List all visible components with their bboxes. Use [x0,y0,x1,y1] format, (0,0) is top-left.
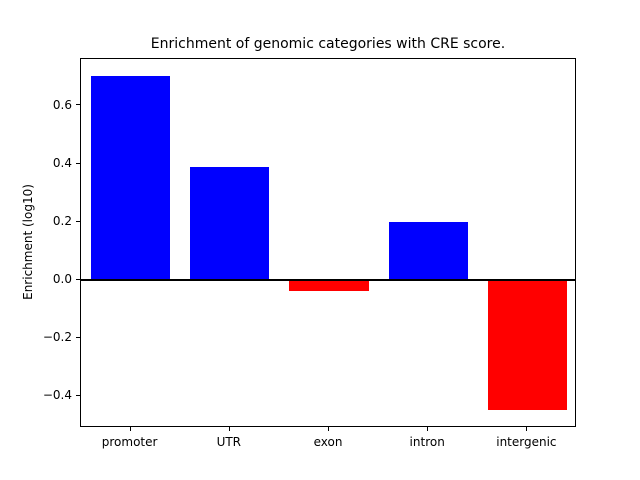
y-tick-mark [76,163,80,164]
x-tick-label-exon: exon [313,435,343,449]
bar-promoter [90,76,171,280]
y-tick-mark [76,279,80,280]
x-tick-label-intergenic: intergenic [496,435,557,449]
y-tick-mark [76,337,80,338]
y-tick-label: −0.4 [42,388,72,402]
y-tick-label: 0.2 [52,213,72,228]
x-tick-label-UTR: UTR [216,435,242,449]
plot-area [80,58,576,427]
y-tick-label: 0.4 [52,155,72,170]
y-tick-label: 0.0 [52,271,72,286]
bars-layer [81,59,575,426]
zero-axis-line [81,279,575,281]
bar-intron [388,221,468,280]
bar-UTR [190,166,270,280]
x-tick-label-promoter: promoter [101,435,158,449]
x-tick-mark [130,427,131,431]
x-tick-label-intron: intron [409,435,445,449]
y-axis-label: Enrichment (log10) [21,184,35,300]
y-tick-label: −0.2 [42,329,72,344]
chart-title: Enrichment of genomic categories with CR… [150,36,506,52]
y-tick-mark [76,395,80,396]
y-tick-label: 0.6 [52,97,72,112]
bar-intergenic [487,279,568,411]
y-tick-mark [76,104,80,105]
x-tick-mark [526,427,527,431]
x-tick-mark [427,427,428,431]
x-tick-mark [328,427,329,431]
x-tick-mark [229,427,230,431]
bar-exon [289,279,369,292]
y-tick-mark [76,221,80,222]
